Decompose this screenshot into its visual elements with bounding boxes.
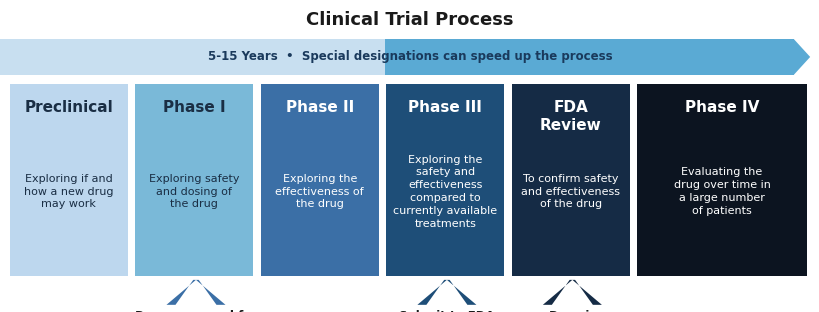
Text: Phase I: Phase I: [163, 100, 225, 115]
Polygon shape: [196, 280, 225, 305]
Text: Exploring the
safety and
effectiveness
compared to
currently available
treatment: Exploring the safety and effectiveness c…: [393, 155, 496, 229]
FancyBboxPatch shape: [386, 84, 504, 276]
FancyBboxPatch shape: [385, 39, 793, 75]
Text: Phase III: Phase III: [408, 100, 482, 115]
Text: Submit to FDA
for approval: Submit to FDA for approval: [399, 310, 494, 312]
Text: To confirm safety
and effectiveness
of the drug: To confirm safety and effectiveness of t…: [521, 174, 619, 209]
FancyBboxPatch shape: [0, 39, 385, 75]
Text: Drug is
approved: Drug is approved: [541, 310, 603, 312]
Text: Phase II: Phase II: [285, 100, 354, 115]
FancyBboxPatch shape: [511, 84, 629, 276]
FancyBboxPatch shape: [135, 84, 253, 276]
Polygon shape: [446, 280, 476, 305]
FancyBboxPatch shape: [260, 84, 378, 276]
Text: Preclinical: Preclinical: [25, 100, 113, 115]
Text: Exploring the
effectiveness of
the drug: Exploring the effectiveness of the drug: [275, 174, 364, 209]
Polygon shape: [417, 280, 446, 305]
FancyBboxPatch shape: [636, 84, 806, 276]
Text: FDA
Review: FDA Review: [539, 100, 601, 134]
Text: Exploring safety
and dosing of
the drug: Exploring safety and dosing of the drug: [149, 174, 239, 209]
Polygon shape: [793, 39, 809, 75]
Text: 5-15 Years  •  Special designations can speed up the process: 5-15 Years • Special designations can sp…: [207, 51, 612, 63]
Polygon shape: [542, 280, 572, 305]
Polygon shape: [166, 280, 196, 305]
Polygon shape: [572, 280, 601, 305]
Text: Clinical Trial Process: Clinical Trial Process: [305, 11, 514, 29]
Text: Drug approved for
human testing: Drug approved for human testing: [134, 310, 257, 312]
Text: Exploring if and
how a new drug
may work: Exploring if and how a new drug may work: [24, 174, 114, 209]
FancyBboxPatch shape: [10, 84, 128, 276]
Text: Phase IV: Phase IV: [684, 100, 758, 115]
Text: Evaluating the
drug over time in
a large number
of patients: Evaluating the drug over time in a large…: [672, 168, 770, 216]
